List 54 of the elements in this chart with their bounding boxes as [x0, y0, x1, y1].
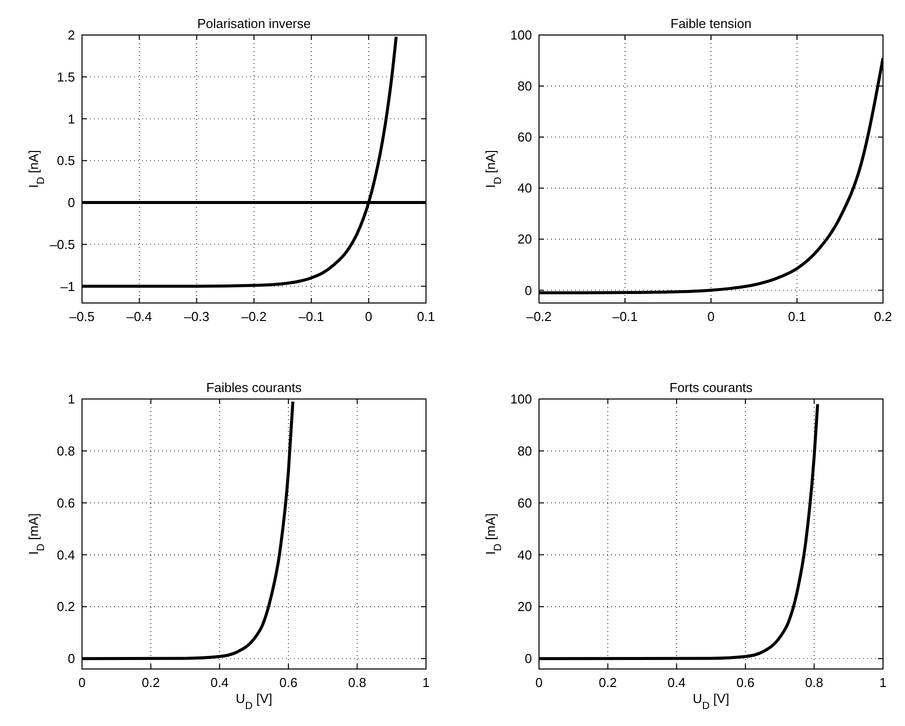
x-tick-label: 0: [365, 309, 372, 324]
y-tick-label: 80: [518, 78, 532, 94]
y-tick-label: 20: [518, 599, 532, 614]
x-axis-title: U$_{D}$ [V]: [692, 691, 730, 712]
x-tick-label: –0.2: [526, 309, 552, 324]
x-tick-label: 0.2: [598, 675, 617, 690]
x-tick-label: –0.2: [241, 309, 267, 324]
x-tick-label: –0.1: [612, 309, 638, 324]
y-tick-label: 80: [518, 443, 532, 458]
y-tick-label: 0.5: [56, 153, 75, 168]
y-tick-label: 40: [518, 547, 532, 562]
x-tick-label: 1: [879, 675, 887, 690]
x-tick-label: 0.2: [874, 309, 892, 324]
y-tick-label: 60: [518, 130, 532, 145]
x-tick-label: 0.1: [788, 309, 806, 324]
y-tick-label: 0.4: [56, 547, 75, 562]
x-tick-label: 1: [422, 675, 430, 690]
x-tick-label: 0: [535, 675, 543, 690]
y-tick-label: 40: [518, 180, 532, 196]
y-tick-label: 1: [68, 392, 75, 407]
y-tick-label: 0: [68, 651, 75, 666]
x-tick-label: 0.6: [736, 675, 754, 690]
chart-title: Faible tension: [670, 16, 752, 31]
x-tick-label: –0.1: [298, 309, 324, 324]
x-tick-label: 0.1: [416, 309, 436, 324]
x-tick-label: 0.4: [668, 675, 686, 690]
y-tick-label: 0: [524, 651, 532, 666]
x-tick-label: 0.4: [210, 675, 229, 690]
y-tick-label: 0.6: [56, 495, 75, 510]
y-tick-label: 100: [510, 392, 532, 407]
x-tick-label: 0.2: [142, 675, 160, 690]
x-tick-label: –0.3: [184, 309, 210, 324]
x-tick-label: 0.8: [348, 675, 366, 690]
y-tick-label: 1: [68, 111, 75, 126]
y-tick-label: 2: [68, 28, 75, 43]
y-tick-label: 60: [518, 495, 532, 510]
y-tick-label: 20: [518, 232, 532, 247]
x-tick-label: 0: [707, 309, 715, 324]
x-tick-label: –0.4: [126, 309, 152, 324]
x-tick-label: 0.8: [805, 675, 824, 690]
y-tick-label: 100: [510, 28, 532, 43]
x-tick-label: 0.6: [279, 675, 298, 690]
chart-title: Polarisation inverse: [197, 16, 311, 31]
y-tick-label: 0: [68, 195, 75, 210]
chart-title: Forts courants: [669, 380, 754, 395]
chart-title: Faibles courants: [206, 380, 302, 395]
y-tick-label: 0.2: [56, 599, 75, 614]
y-tick-label: 1.5: [56, 69, 75, 84]
x-axis-title: U$_{D}$ [V]: [236, 691, 272, 712]
y-tick-label: –0.5: [50, 236, 75, 252]
y-tick-label: 0: [524, 282, 532, 298]
x-tick-label: 0: [78, 675, 86, 690]
y-tick-label: –1: [60, 278, 75, 294]
y-tick-label: 0.8: [56, 443, 75, 458]
